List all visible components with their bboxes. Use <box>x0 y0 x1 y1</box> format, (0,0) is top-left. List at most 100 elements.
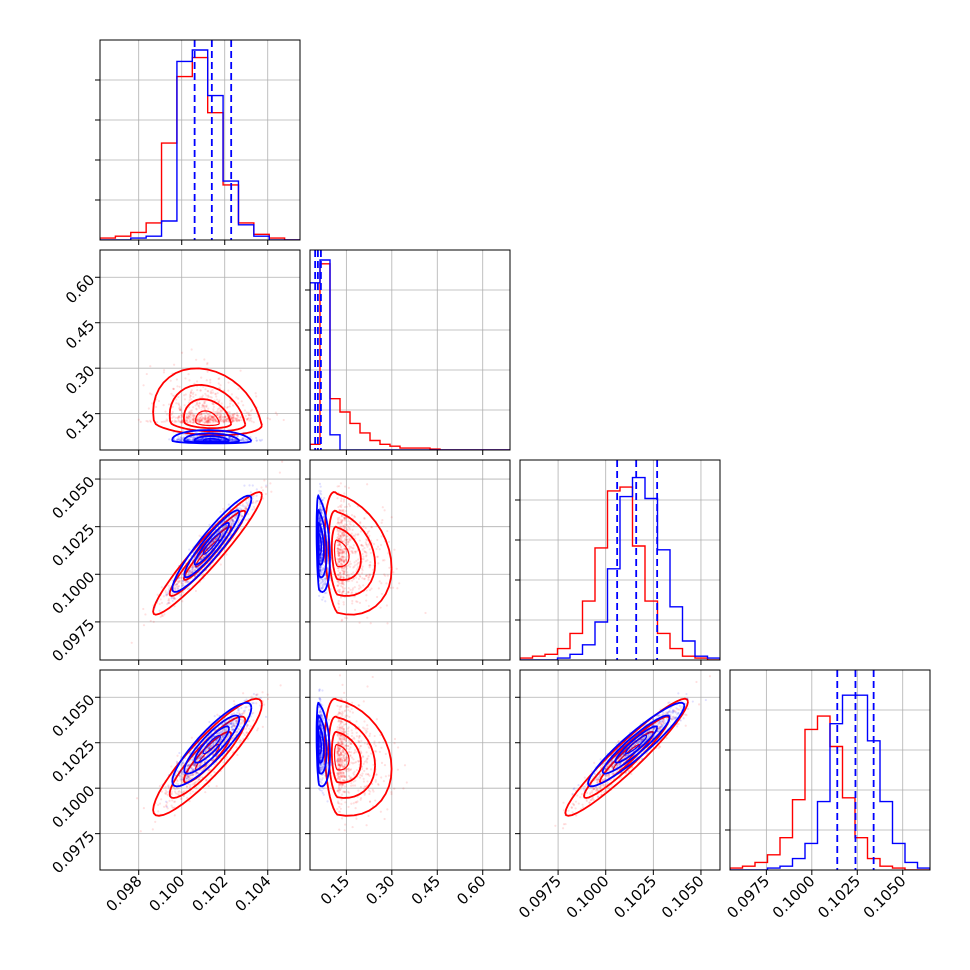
scatter-point <box>319 509 322 512</box>
scatter-point <box>173 586 177 590</box>
scatter-point <box>235 730 239 733</box>
scatter-point <box>202 404 205 408</box>
scatter-point <box>220 410 223 413</box>
contour-line <box>152 697 263 817</box>
scatter-point <box>200 438 203 441</box>
scatter-point <box>321 579 325 583</box>
scatter-point <box>209 565 212 568</box>
scatter-point <box>349 562 352 565</box>
scatter-point <box>206 439 210 442</box>
scatter-point <box>395 567 398 570</box>
scatter-point <box>183 588 186 591</box>
scatter-point <box>320 522 323 525</box>
scatter-point <box>170 804 173 807</box>
scatter-point <box>201 404 204 407</box>
scatter-point <box>251 508 254 511</box>
scatter-point <box>222 530 225 533</box>
scatter-point <box>221 522 224 525</box>
scatter-point <box>338 537 341 541</box>
scatter-point <box>193 566 197 569</box>
scatter-point <box>214 410 217 414</box>
scatter-point <box>188 396 192 399</box>
scatter-point <box>240 721 243 724</box>
scatter-point <box>336 566 339 570</box>
scatter-point <box>188 548 191 551</box>
scatter-point <box>336 517 339 520</box>
scatter-point <box>164 786 167 789</box>
scatter-point <box>218 418 221 421</box>
scatter-point <box>197 438 200 442</box>
scatter-point <box>340 563 343 566</box>
scatter-point <box>365 589 368 592</box>
scatter-point <box>365 539 369 542</box>
scatter-point <box>155 405 158 409</box>
scatter-point <box>238 728 241 731</box>
scatter-point <box>218 399 221 402</box>
scatter-point <box>393 548 396 551</box>
scatter-point <box>341 551 344 554</box>
scatter-point <box>186 774 189 777</box>
scatter-point <box>318 518 321 521</box>
scatter-point <box>221 531 224 534</box>
scatter-point <box>200 415 204 418</box>
scatter-point <box>351 587 355 590</box>
scatter-point <box>339 534 342 537</box>
scatter-point <box>197 556 200 560</box>
scatter-point <box>344 616 347 620</box>
scatter-point <box>351 528 354 532</box>
scatter-point <box>200 412 204 416</box>
scatter-point <box>319 530 322 534</box>
scatter-point <box>235 720 238 723</box>
scatter-point <box>234 439 237 442</box>
scatter-point <box>203 401 206 405</box>
scatter-point <box>199 438 202 441</box>
scatter-point <box>198 417 201 420</box>
scatter-point <box>233 724 237 728</box>
contour-line <box>193 521 230 566</box>
scatter-point <box>222 418 225 422</box>
scatter-point <box>319 519 322 522</box>
scatter-point <box>250 420 253 423</box>
scatter-point <box>338 550 341 554</box>
scatter-point <box>218 413 221 416</box>
scatter-point <box>223 520 227 523</box>
scatter-point <box>377 562 380 565</box>
scatter-point <box>206 547 209 550</box>
scatter-point <box>231 713 234 716</box>
scatter-point <box>231 420 235 423</box>
scatter-point <box>192 764 195 767</box>
scatter-point <box>343 550 346 554</box>
scatter-point <box>342 590 345 593</box>
scatter-point <box>366 532 369 535</box>
scatter-point <box>242 719 245 722</box>
scatter-point <box>321 583 325 586</box>
scatter-point <box>328 523 331 526</box>
scatter-point <box>176 577 179 580</box>
scatter-point <box>172 387 175 391</box>
scatter-point <box>179 407 182 411</box>
scatter-point <box>175 782 178 785</box>
scatter-point <box>191 773 195 776</box>
scatter-point <box>249 725 252 728</box>
scatter-point <box>338 590 341 594</box>
scatter-point <box>189 751 192 755</box>
scatter-point <box>172 363 176 366</box>
scatter-point <box>351 599 354 603</box>
scatter-point <box>195 380 199 383</box>
density-layer <box>130 460 284 644</box>
scatter-point <box>363 517 366 520</box>
scatter-point <box>337 521 340 524</box>
scatter-point <box>208 768 211 771</box>
scatter-point <box>253 507 256 511</box>
scatter-point <box>179 438 182 442</box>
scatter-point <box>217 411 220 414</box>
scatter-point <box>212 416 216 419</box>
scatter-point <box>337 538 340 541</box>
scatter-point <box>211 759 214 762</box>
scatter-point <box>223 747 226 750</box>
scatter-point <box>240 528 243 531</box>
scatter-point <box>336 547 339 550</box>
scatter-point <box>212 410 215 413</box>
scatter-point <box>199 762 202 765</box>
scatter-point <box>251 484 254 487</box>
